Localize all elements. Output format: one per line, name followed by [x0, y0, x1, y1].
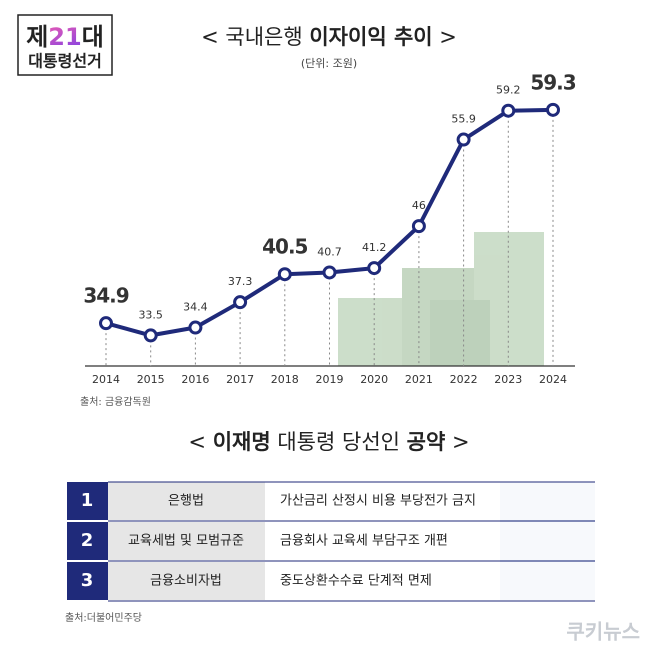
- data-point: [188, 320, 203, 335]
- content-cell: [265, 522, 595, 560]
- logo-box: [17, 14, 113, 76]
- row-pledge: 금융회사 교육세 부담구조 개편: [280, 534, 448, 549]
- unit-label: (단위: 조원): [301, 57, 357, 70]
- logo-text: 제: [26, 23, 48, 51]
- data-label: 59.3: [530, 70, 575, 94]
- data-label: 40.7: [317, 245, 342, 258]
- data-label: 59.2: [496, 84, 521, 97]
- data-label: 40.5: [262, 235, 307, 259]
- logo-number: 21: [48, 23, 81, 51]
- row-number: 1: [81, 490, 94, 511]
- logo-text: 대: [82, 23, 104, 51]
- row-number: 2: [81, 530, 94, 551]
- title-bold: 공약: [407, 430, 446, 454]
- data-label: 55.9: [451, 113, 476, 126]
- x-tick-label: 2015: [137, 373, 165, 386]
- category-cell: [108, 482, 265, 520]
- x-tick-label: 2017: [226, 373, 254, 386]
- pledge-table: 1 은행법 가산금리 산정시 비용 부당전가 금지 2 교육세법 및 모범규준 금융회사 …: [67, 481, 595, 602]
- chart-title: < 국내은행 이자이익 추이 >: [201, 25, 457, 49]
- logo-line1: 제21대: [26, 23, 104, 51]
- money-decoration: [338, 232, 544, 366]
- category-cell: [108, 562, 265, 600]
- x-tick-label: 2022: [450, 373, 478, 386]
- data-point: [411, 219, 426, 234]
- data-point: [233, 295, 248, 310]
- x-tick-label: 2014: [92, 373, 120, 386]
- data-point: [501, 103, 516, 118]
- data-point: [143, 328, 158, 343]
- title-bold: 이재명: [213, 430, 271, 454]
- source: 출처:더불어민주당: [65, 612, 142, 624]
- number-cell: [67, 522, 108, 560]
- title-bold: 이자이익 추이: [309, 25, 432, 49]
- data-label: 33.5: [138, 308, 163, 321]
- data-point: [99, 316, 113, 331]
- number-cell: [67, 482, 108, 520]
- row-pledge: 가산금리 산정시 비용 부당전가 금지: [280, 494, 476, 509]
- data-label: 41.2: [362, 241, 387, 254]
- pledges-title: < 이재명 대통령 당선인 공약 >: [188, 430, 469, 454]
- logo-line2: 대통령선거: [28, 52, 102, 71]
- x-tick-label: 2021: [405, 373, 433, 386]
- x-tick-label: 2023: [494, 373, 522, 386]
- row-number: 3: [81, 570, 94, 591]
- x-tick-label: 2024: [539, 373, 567, 386]
- data-label: 46: [412, 199, 426, 212]
- data-label: 34.4: [183, 301, 208, 314]
- content-cell: [265, 482, 595, 520]
- data-point: [322, 265, 337, 280]
- bracket: >: [452, 430, 470, 454]
- x-tick-label: 2018: [271, 373, 299, 386]
- row-law: 교육세법 및 모범규준: [128, 534, 244, 549]
- watermark: 쿠키뉴스: [566, 620, 640, 644]
- data-label: 37.3: [228, 275, 253, 288]
- bracket: >: [439, 25, 457, 49]
- title-text: 대통령 당선인: [277, 430, 400, 454]
- bracket: <: [188, 430, 206, 454]
- bracket: <: [201, 25, 219, 49]
- category-cell: [108, 522, 265, 560]
- data-point: [456, 132, 471, 147]
- title-text: 국내은행: [225, 25, 302, 49]
- data-point: [546, 102, 560, 117]
- data-point: [367, 261, 382, 276]
- x-tick-label: 2019: [316, 373, 344, 386]
- row-law: 금융소비자법: [150, 574, 222, 589]
- row-law: 은행법: [168, 493, 204, 509]
- data-label: 34.9: [83, 284, 128, 308]
- content-cell: [265, 562, 595, 600]
- data-point: [277, 267, 292, 282]
- line-chart: 2014 2015 2016 2017 2018 2019 2020 2021 2022 2023…: [83, 70, 576, 386]
- number-cell: [67, 562, 108, 600]
- source: 출처: 금융감독원: [80, 396, 151, 408]
- x-tick-label: 2020: [360, 373, 388, 386]
- row-pledge: 중도상환수수료 단계적 면제: [280, 574, 432, 589]
- x-tick-label: 2016: [181, 373, 209, 386]
